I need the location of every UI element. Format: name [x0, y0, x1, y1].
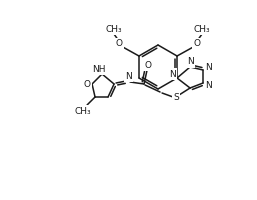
Text: NH: NH	[92, 64, 106, 73]
Text: O: O	[84, 80, 90, 88]
Text: N: N	[125, 72, 131, 81]
Text: N: N	[187, 58, 194, 66]
Text: N: N	[205, 62, 212, 72]
Text: CH₃: CH₃	[75, 107, 91, 116]
Text: O: O	[115, 40, 122, 48]
Text: O: O	[144, 60, 152, 70]
Text: CH₃: CH₃	[194, 24, 210, 33]
Text: N: N	[169, 70, 176, 79]
Text: N: N	[205, 81, 212, 90]
Text: CH₃: CH₃	[106, 24, 122, 33]
Text: S: S	[173, 92, 179, 102]
Text: O: O	[194, 40, 200, 48]
